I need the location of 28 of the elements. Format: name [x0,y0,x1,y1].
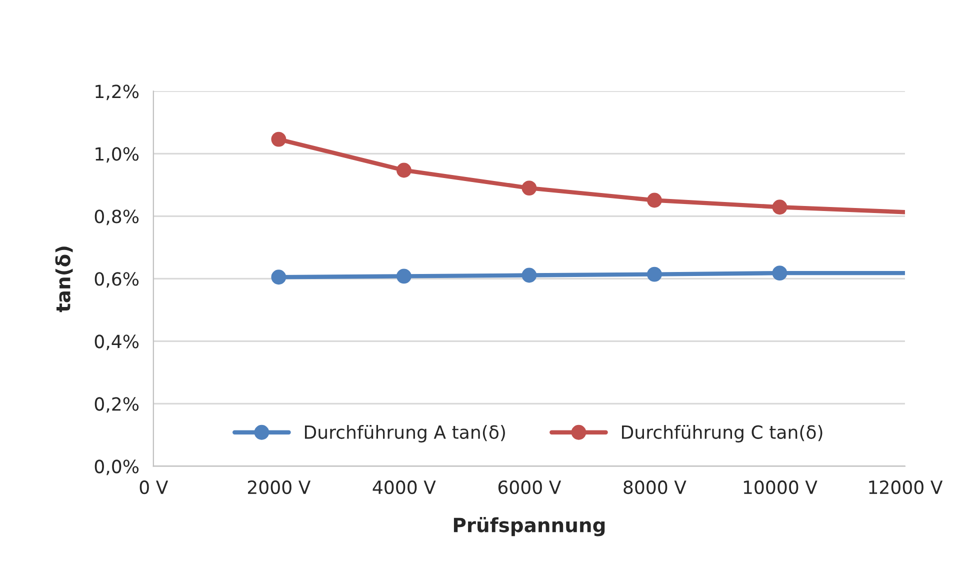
y-axis-title: tan(δ) [55,246,73,312]
point [271,270,286,285]
y-tick-label: 0,0% [94,460,139,476]
x-tick-label: 6000 V [498,480,562,494]
x-tick-label: 0 V [140,480,168,494]
point [396,162,412,178]
point [646,266,662,282]
x-tick-label: 4000 V [372,480,436,494]
y-tick-label: 0,2% [94,397,139,413]
x-tick-label: 2000 V [248,480,311,494]
point [522,180,537,196]
point [396,268,412,284]
y-tick-label: 0,6% [94,272,139,288]
point [522,268,537,283]
x-tick-label: 8000 V [624,480,686,494]
y-tick-label: 1,0% [96,147,139,163]
legend-label: Durchführung A tan(δ) [304,424,505,442]
x-tick-label: 10000 V [744,480,818,494]
point [271,132,286,147]
point [646,192,662,208]
x-axis-title: Prüfspannung [454,517,605,536]
y-tick-label: 0,4% [94,334,139,350]
point [772,200,788,215]
y-tick-label: 1,2% [96,84,139,100]
legend-label: Durchführung C tan(δ) [622,424,822,442]
point [772,266,788,281]
x-tick-label: 12000 V [869,480,943,494]
y-tick-label: 0,8% [94,210,139,226]
